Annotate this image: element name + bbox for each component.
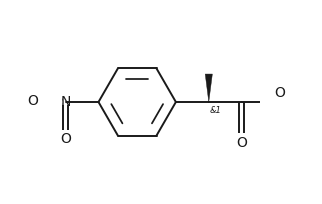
Text: O: O [60,132,71,146]
Text: N: N [61,95,71,109]
Text: O: O [27,94,38,108]
Text: O: O [236,136,247,150]
Text: &1: &1 [210,106,222,115]
Text: O: O [274,86,285,100]
Polygon shape [205,74,212,102]
